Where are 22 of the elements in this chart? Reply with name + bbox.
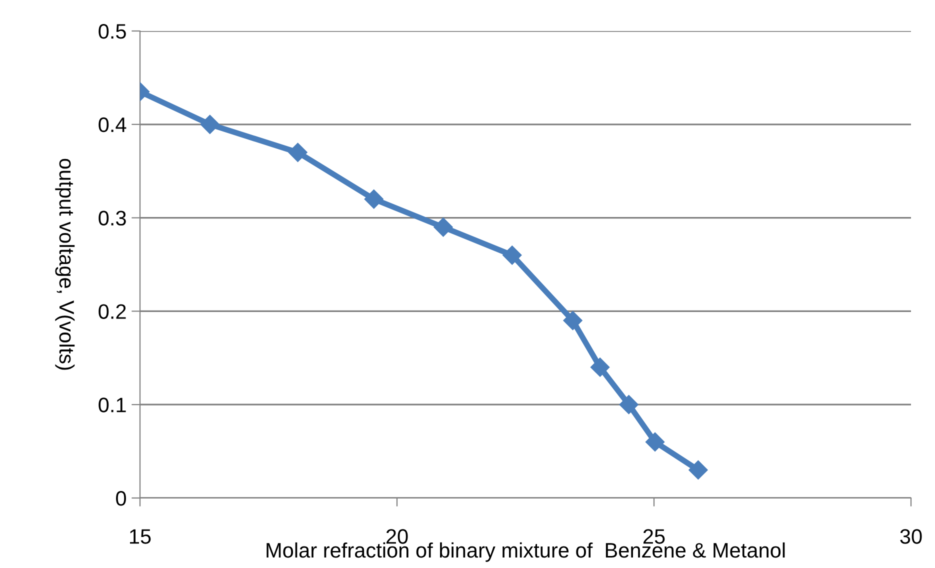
x-axis-title: Molar refraction of binary mixture of Benzene & Metanol [266,542,785,562]
y-axis-title: output voltage, V(volts) [55,158,75,370]
point [688,460,708,480]
x-tick-label: 30 [900,529,922,544]
point [645,432,665,452]
y-tick-label: 0 [116,491,126,506]
point [434,218,453,237]
x-tick-label: 20 [386,529,408,544]
y-tick-label: 0.3 [98,210,126,226]
point [502,246,522,265]
y-tick-label: 0.4 [98,117,126,132]
x-tick-label: 15 [130,529,151,544]
y-tick-label: 0.2 [98,304,126,319]
y-tick-label: 0.1 [98,398,126,412]
point [364,190,384,209]
point [563,311,582,330]
point [200,114,220,134]
y-tick-label: 0.5 [98,24,126,39]
x-tick-label: 25 [643,529,665,544]
point [590,358,610,377]
point [288,142,308,162]
point [619,395,638,414]
